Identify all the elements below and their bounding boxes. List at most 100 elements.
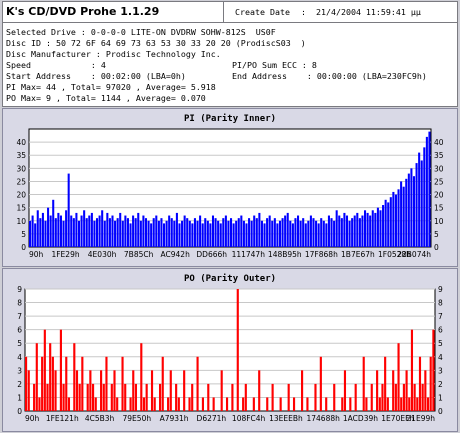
pi-bar bbox=[230, 218, 233, 247]
po-bar bbox=[212, 397, 215, 411]
pi-bar bbox=[88, 215, 91, 247]
disc-manufacturer: Disc Manufacturer : Prodisc Technology I… bbox=[6, 49, 221, 59]
po-bar bbox=[41, 356, 44, 411]
title-divider bbox=[223, 2, 224, 22]
po-bar bbox=[59, 329, 62, 411]
pi-xtick: 17F868h bbox=[305, 250, 338, 259]
pi-bar bbox=[253, 215, 256, 247]
po-bar bbox=[271, 383, 274, 411]
pi-ytick-left: 20 bbox=[16, 191, 26, 200]
pi-bar bbox=[232, 223, 235, 247]
pi-bar bbox=[116, 218, 119, 247]
po-bar bbox=[35, 343, 38, 411]
pi-bar bbox=[369, 215, 372, 247]
pi-bar bbox=[361, 215, 364, 247]
pi-xtick: 111747h bbox=[232, 250, 266, 259]
title-separator bbox=[3, 22, 457, 23]
pi-bar bbox=[260, 220, 263, 247]
po-xtick: A7931h bbox=[160, 414, 189, 423]
pi-bar bbox=[181, 220, 184, 247]
pi-bar bbox=[126, 218, 129, 247]
po-xtick: 79E50h bbox=[123, 414, 152, 423]
po-bar bbox=[132, 370, 135, 411]
pi-bar bbox=[325, 223, 328, 247]
po-bar bbox=[207, 383, 210, 411]
pi-bar bbox=[72, 218, 75, 247]
po-bar bbox=[116, 397, 119, 411]
end-address: End Address : 00:00:00 (LBA=230FC9h) bbox=[232, 71, 427, 81]
pi-bar bbox=[191, 223, 194, 247]
pi-bar bbox=[271, 220, 274, 247]
po-bar bbox=[354, 383, 357, 411]
info-header: K's CD/DVD Prohe 1.1.29 Create Date : 21… bbox=[2, 1, 458, 107]
pi-bar bbox=[428, 131, 431, 247]
po-ytick-right: 7 bbox=[438, 312, 443, 321]
pi-summary: PI Max= 44 , Total= 97020 , Average= 5.9… bbox=[6, 82, 216, 92]
pi-bar bbox=[98, 215, 101, 247]
pi-bar bbox=[211, 215, 215, 247]
po-bar bbox=[38, 397, 41, 411]
pi-bar bbox=[356, 212, 359, 247]
po-bar bbox=[365, 397, 368, 411]
po-bar bbox=[73, 343, 76, 411]
po-chart: 0 0 1 1 2 2 3 3 4 4 5 5 6 6 7 7 8 8 9 9 90h 1FE121h 4C5B3h 79E5… bbox=[17, 285, 443, 423]
po-bar bbox=[27, 370, 30, 411]
pi-bar bbox=[281, 218, 284, 247]
po-bar bbox=[325, 397, 328, 411]
pi-bar bbox=[132, 215, 135, 247]
po-bar bbox=[196, 356, 199, 411]
po-bar bbox=[78, 383, 81, 411]
disc-id: Disc ID : 50 72 6F 64 69 73 63 53 30 33 … bbox=[6, 38, 306, 48]
pi-bar bbox=[322, 220, 325, 247]
pi-bar bbox=[103, 220, 106, 247]
po-bar bbox=[67, 397, 71, 411]
po-ytick-right: 0 bbox=[438, 407, 443, 416]
po-bar bbox=[62, 383, 65, 411]
pi-bar bbox=[90, 212, 93, 247]
pi-bar bbox=[250, 220, 253, 247]
pi-bar bbox=[235, 220, 238, 247]
pi-bar bbox=[80, 215, 83, 247]
po-bar bbox=[384, 356, 387, 411]
pi-bar bbox=[327, 215, 330, 247]
pi-bar bbox=[276, 223, 279, 247]
po-bar bbox=[306, 397, 309, 411]
po-bar bbox=[410, 329, 414, 411]
po-chart-panel: PO (Parity Outer) 0 0 1 1 2 2 3 3 4 4 5 5 6 6 7 7 8 8 9 9 90… bbox=[2, 268, 458, 432]
po-bar bbox=[100, 370, 103, 411]
po-ytick-right: 9 bbox=[438, 285, 443, 294]
po-ytick-right: 2 bbox=[438, 380, 443, 389]
pi-bar bbox=[114, 220, 117, 247]
pi-bar bbox=[168, 215, 171, 247]
pi-bar bbox=[266, 218, 269, 247]
po-xtick: 1ACD39h bbox=[343, 414, 378, 423]
pi-ytick-right: 40 bbox=[434, 138, 444, 147]
po-bar bbox=[140, 343, 143, 411]
po-bar bbox=[394, 383, 397, 411]
pi-bar bbox=[387, 202, 390, 247]
po-bar bbox=[292, 397, 296, 411]
pi-bar bbox=[144, 218, 148, 247]
pi-xtick: 22B074h bbox=[397, 250, 431, 259]
pi-bar bbox=[374, 212, 377, 247]
pi-ytick-right: 15 bbox=[434, 204, 444, 213]
po-bar bbox=[231, 383, 234, 411]
pi-bar bbox=[320, 218, 323, 247]
po-bar bbox=[134, 383, 138, 411]
po-ytick-left: 0 bbox=[17, 407, 22, 416]
pi-ytick-left: 40 bbox=[16, 138, 26, 147]
po-bar bbox=[129, 397, 132, 411]
app-title: K's CD/DVD Prohe 1.1.29 bbox=[6, 5, 160, 18]
pi-bar bbox=[348, 220, 351, 247]
po-bar bbox=[266, 397, 269, 411]
po-bar bbox=[301, 370, 304, 411]
pi-bar bbox=[129, 223, 132, 247]
pi-bar bbox=[297, 215, 300, 247]
pi-bar bbox=[49, 215, 52, 247]
pi-bar bbox=[291, 223, 294, 247]
pi-bar bbox=[193, 218, 196, 247]
po-ytick-right: 8 bbox=[438, 299, 443, 308]
pi-xtick: 7B85Ch bbox=[124, 250, 154, 259]
pi-bar bbox=[376, 207, 379, 247]
pi-bar bbox=[317, 223, 320, 247]
